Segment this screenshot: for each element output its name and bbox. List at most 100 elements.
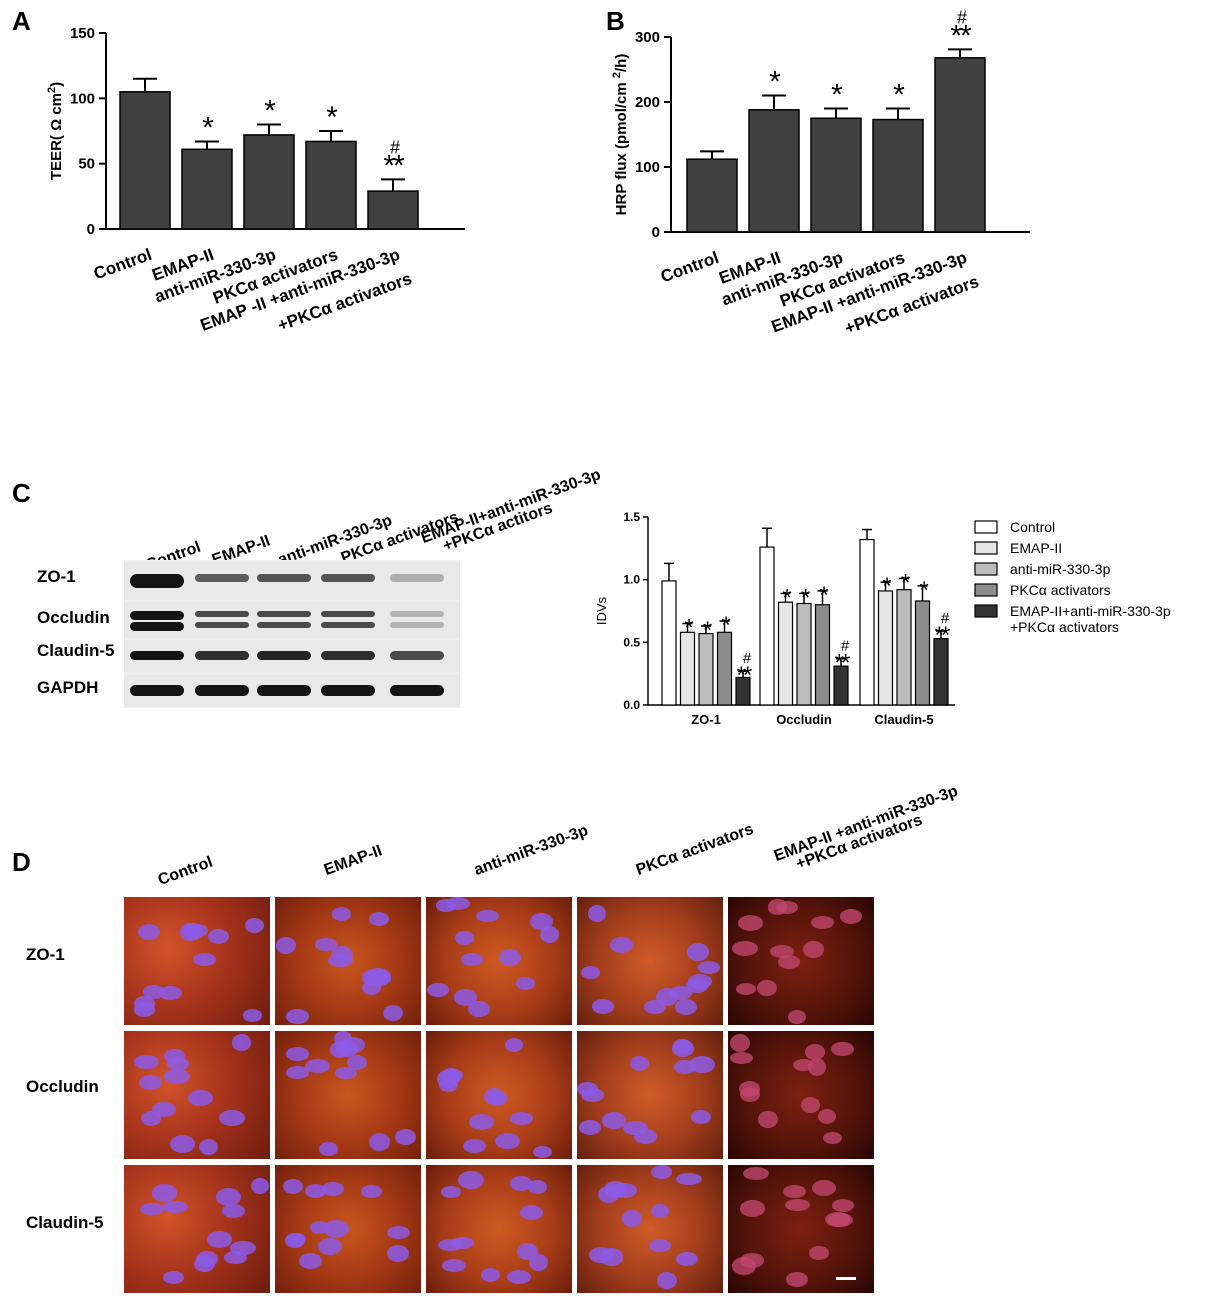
y-tick-label: 300 bbox=[635, 29, 660, 46]
cell-nucleus bbox=[539, 926, 559, 944]
cell-nucleus bbox=[207, 928, 230, 944]
cell-nucleus bbox=[688, 1056, 715, 1074]
blot-band bbox=[195, 574, 249, 582]
if-column-label: Control bbox=[155, 853, 216, 890]
cell-nucleus bbox=[134, 1054, 159, 1070]
significance-label: ** bbox=[950, 19, 972, 52]
cell-nucleus bbox=[159, 985, 182, 1001]
cell-nucleus bbox=[621, 1209, 642, 1228]
cell-nucleus bbox=[139, 1074, 162, 1091]
blot-band bbox=[195, 685, 249, 696]
cell-nucleus bbox=[805, 1044, 825, 1060]
cell-nucleus bbox=[676, 1172, 703, 1186]
cell-nucleus bbox=[192, 953, 217, 966]
if-column-label: anti-miR-330-3p bbox=[471, 822, 591, 880]
cell-nucleus bbox=[305, 1184, 327, 1198]
cell-nucleus bbox=[782, 1184, 806, 1199]
cell-nucleus bbox=[442, 1258, 467, 1272]
bar bbox=[686, 158, 738, 233]
cell-nucleus bbox=[649, 1239, 671, 1252]
cell-nucleus bbox=[732, 1256, 756, 1275]
x-tick-label: ZO-1 bbox=[691, 712, 721, 727]
cell-nucleus bbox=[298, 1253, 322, 1270]
cell-nucleus bbox=[285, 1047, 309, 1062]
blot-strip bbox=[124, 602, 460, 638]
cell-nucleus bbox=[207, 1231, 232, 1248]
y-tick-label: 150 bbox=[70, 25, 95, 42]
cell-nucleus bbox=[786, 1272, 809, 1287]
immunofluorescence-grid bbox=[124, 897, 876, 1297]
legend-swatch bbox=[974, 604, 998, 618]
cell-nucleus bbox=[651, 1203, 670, 1218]
cell-nucleus bbox=[831, 1198, 855, 1212]
cell-nucleus bbox=[776, 900, 798, 914]
cell-nucleus bbox=[335, 1066, 357, 1080]
hash-label: # bbox=[941, 610, 950, 627]
cell-nucleus bbox=[698, 961, 720, 974]
blot-band bbox=[130, 651, 184, 660]
if-row-label: Occludin bbox=[26, 1077, 99, 1096]
cell-nucleus bbox=[455, 930, 474, 945]
cell-nucleus bbox=[275, 936, 296, 955]
cell-nucleus bbox=[164, 1068, 190, 1085]
legend-label: anti-miR-330-3p bbox=[1010, 561, 1111, 577]
y-axis-label: HRP flux (pmol/cm 2/h) bbox=[611, 54, 630, 216]
blot-band bbox=[390, 611, 444, 617]
cell-nucleus bbox=[811, 916, 835, 930]
blot-band bbox=[257, 651, 311, 660]
cell-nucleus bbox=[827, 1212, 853, 1228]
if-image-tile bbox=[728, 1165, 874, 1293]
if-image-tile bbox=[124, 1165, 270, 1293]
cell-nucleus bbox=[530, 913, 553, 931]
cell-nucleus bbox=[164, 1049, 185, 1064]
legend-label: EMAP-II+anti-miR-330-3p bbox=[1010, 603, 1171, 619]
bar bbox=[933, 637, 949, 706]
cell-nucleus bbox=[138, 924, 161, 940]
significance-label: ** bbox=[383, 149, 405, 182]
cell-nucleus bbox=[599, 1248, 624, 1266]
cell-nucleus bbox=[332, 907, 352, 921]
blot-band bbox=[130, 622, 184, 631]
bar bbox=[243, 134, 295, 230]
y-axis-label: IDVs bbox=[594, 596, 609, 625]
cell-nucleus bbox=[509, 1112, 533, 1126]
bar bbox=[934, 57, 986, 233]
blot-band bbox=[130, 685, 184, 696]
cell-nucleus bbox=[221, 1203, 246, 1218]
cell-nucleus bbox=[587, 904, 607, 922]
cell-nucleus bbox=[318, 1237, 343, 1256]
bar bbox=[872, 118, 924, 233]
if-image-tile bbox=[426, 1031, 572, 1159]
cell-nucleus bbox=[499, 948, 521, 967]
panel-letter-c: C bbox=[12, 478, 31, 508]
legend-label: +PKCα activators bbox=[1010, 619, 1119, 635]
cell-nucleus bbox=[438, 1078, 458, 1092]
cell-nucleus bbox=[284, 1233, 306, 1249]
cell-nucleus bbox=[738, 915, 764, 931]
blot-band bbox=[390, 651, 444, 660]
bar bbox=[748, 109, 800, 233]
cell-nucleus bbox=[580, 1087, 605, 1102]
y-tick-label: 0 bbox=[87, 221, 95, 238]
bar bbox=[716, 631, 733, 706]
bar bbox=[859, 538, 875, 706]
if-image-tile bbox=[577, 1165, 723, 1293]
cell-nucleus bbox=[480, 1267, 500, 1282]
if-image-tile bbox=[577, 897, 723, 1025]
if-image-tile bbox=[124, 1031, 270, 1159]
cell-nucleus bbox=[516, 977, 535, 991]
if-image-tile bbox=[426, 897, 572, 1025]
cell-nucleus bbox=[672, 1040, 694, 1057]
cell-nucleus bbox=[321, 1181, 344, 1197]
blot-band bbox=[130, 611, 184, 620]
blot-band bbox=[321, 685, 375, 696]
significance-label: * bbox=[264, 94, 276, 127]
cell-nucleus bbox=[170, 1135, 196, 1154]
cell-nucleus bbox=[809, 1245, 829, 1260]
cell-nucleus bbox=[283, 1179, 304, 1195]
legend-swatch bbox=[974, 583, 998, 597]
cell-nucleus bbox=[183, 923, 204, 941]
cell-nucleus bbox=[162, 1270, 184, 1285]
cell-nucleus bbox=[369, 1133, 391, 1151]
